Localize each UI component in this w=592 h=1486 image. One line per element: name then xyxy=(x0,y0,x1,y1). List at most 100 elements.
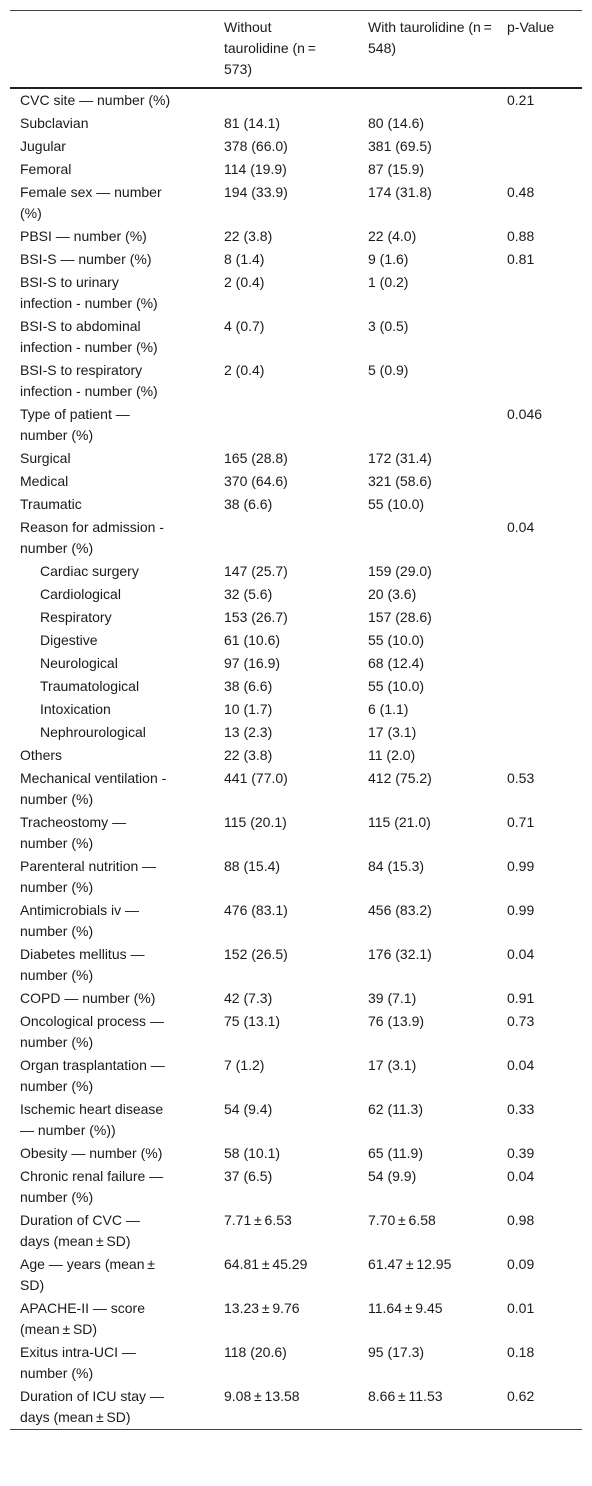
table-cell: 0.04 xyxy=(507,1168,535,1184)
table-row: Cardiological 32 (5.6) 20 (3.6) xyxy=(10,583,582,606)
table-cell xyxy=(507,606,582,629)
table-cell: 61.47 ± 12.95 xyxy=(368,1256,452,1272)
table-row: Intoxication 10 (1.7) 6 (1.1) xyxy=(10,698,582,721)
table-row: Neurological 97 (16.9) 68 (12.4) xyxy=(10,652,582,675)
row-label: Age — years (mean ± SD) xyxy=(20,1256,158,1293)
table-cell: 0.046 xyxy=(507,406,543,422)
table-cell: 54 (9.4) xyxy=(224,1101,273,1117)
table-cell: 55 (10.0) xyxy=(368,678,425,694)
table-cell xyxy=(507,470,582,493)
table-body: CVC site — number (%) 0.21 Subclavian 81 (1… xyxy=(10,88,582,1430)
header-cell: Without taurolidine (n = 573) xyxy=(224,19,319,77)
row-label: Cardiac surgery xyxy=(40,563,139,579)
table-cell xyxy=(224,403,368,447)
table-row: Diabetes mellitus — number (%) 152 (26.5)… xyxy=(10,943,582,987)
table-row: Traumatic 38 (6.6) 55 (10.0) xyxy=(10,493,582,516)
table-cell: 7 (1.2) xyxy=(224,1057,265,1073)
table-cell: 0.09 xyxy=(507,1256,535,1272)
row-label: Parenteral nutrition — number (%) xyxy=(20,858,157,895)
table-cell xyxy=(507,721,582,744)
table-cell: 194 (33.9) xyxy=(224,184,288,200)
table-row: Type of patient — number (%) 0.046 xyxy=(10,403,582,447)
table-row: Subclavian 81 (14.1) 80 (14.6) xyxy=(10,112,582,135)
table-cell: 38 (6.6) xyxy=(224,496,273,512)
table-row: Obesity — number (%) 58 (10.1) 65 (11.9) 0.… xyxy=(10,1142,582,1165)
header-row: Without taurolidine (n = 573) With tauro… xyxy=(10,10,582,89)
table-cell xyxy=(507,560,582,583)
row-label: Ischemic heart disease — number (%)) xyxy=(20,1101,164,1138)
table-cell: 9.08 ± 13.58 xyxy=(224,1388,300,1404)
row-label: Reason for admission - number (%) xyxy=(20,519,164,556)
table-row: Others 22 (3.8) 11 (2.0) xyxy=(10,744,582,767)
table-cell xyxy=(368,88,507,112)
table-cell: 62 (11.3) xyxy=(368,1101,423,1117)
table-cell: 115 (20.1) xyxy=(224,814,287,830)
row-label: Others xyxy=(20,747,63,763)
table-container: Without taurolidine (n = 573) With tauro… xyxy=(10,10,582,1430)
row-label: Duration of ICU stay — days (mean ± SD) xyxy=(20,1388,164,1425)
table-row: Nephrourological 13 (2.3) 17 (3.1) xyxy=(10,721,582,744)
table-cell: 65 (11.9) xyxy=(368,1145,423,1161)
row-label: Oncological process — number (%) xyxy=(20,1013,164,1050)
table-row: Mechanical ventilation - number (%) 441 (… xyxy=(10,767,582,811)
row-label: Cardiological xyxy=(40,586,121,602)
row-label: Exitus intra-UCI — number (%) xyxy=(20,1344,136,1381)
table-cell: 0.99 xyxy=(507,858,535,874)
table-cell: 0.04 xyxy=(507,946,535,962)
row-label: Respiratory xyxy=(40,609,112,625)
row-label: Jugular xyxy=(20,138,66,154)
table-cell: 378 (66.0) xyxy=(224,138,288,154)
table-cell: 37 (6.5) xyxy=(224,1168,273,1184)
table-row: Duration of CVC — days (mean ± SD) 7.71 ±… xyxy=(10,1209,582,1253)
table-cell xyxy=(507,135,582,158)
table-cell xyxy=(224,88,368,112)
table-cell: 381 (69.5) xyxy=(368,138,432,154)
row-label: APACHE-II — score (mean ± SD) xyxy=(20,1300,145,1337)
table-cell: 0.81 xyxy=(507,251,535,267)
row-label: Type of patient — number (%) xyxy=(20,406,130,443)
table-cell: 0.99 xyxy=(507,902,535,918)
row-label: Neurological xyxy=(40,655,118,671)
row-label: BSI-S — number (%) xyxy=(20,251,152,267)
table-cell: 13.23 ± 9.76 xyxy=(224,1300,300,1316)
table-cell xyxy=(507,629,582,652)
table-cell: 0.33 xyxy=(507,1101,535,1117)
row-label: Medical xyxy=(20,473,69,489)
table-cell: 61 (10.6) xyxy=(224,632,281,648)
table-cell: 0.04 xyxy=(507,1057,535,1073)
table-row: Female sex — number (%) 194 (33.9) 174 (31… xyxy=(10,181,582,225)
table-cell: 5 (0.9) xyxy=(368,362,409,378)
table-cell: 115 (21.0) xyxy=(368,814,431,830)
table-cell: 20 (3.6) xyxy=(368,586,417,602)
table-cell: 6 (1.1) xyxy=(368,701,409,717)
table-cell: 76 (13.9) xyxy=(368,1013,425,1029)
table-cell: 7.71 ± 6.53 xyxy=(224,1212,292,1228)
row-label: Subclavian xyxy=(20,115,89,131)
table-cell: 1 (0.2) xyxy=(368,274,409,290)
table-cell: 456 (83.2) xyxy=(368,902,432,918)
table-cell xyxy=(507,493,582,516)
table-cell: 54 (9.9) xyxy=(368,1168,417,1184)
row-label: Antimicrobials iv — number (%) xyxy=(20,902,140,939)
table-cell: 157 (28.6) xyxy=(368,609,432,625)
table-cell: 42 (7.3) xyxy=(224,990,273,1006)
table-cell: 0.04 xyxy=(507,519,535,535)
table-cell: 0.21 xyxy=(507,92,535,108)
table-cell: 118 (20.6) xyxy=(224,1344,287,1360)
table-cell: 17 (3.1) xyxy=(368,724,417,740)
header-cell xyxy=(10,11,224,89)
table-row: Chronic renal failure — number (%) 37 (6.… xyxy=(10,1165,582,1209)
table-cell: 0.88 xyxy=(507,228,535,244)
table-row: Tracheostomy — number (%) 115 (20.1) 115 (… xyxy=(10,811,582,855)
table-cell xyxy=(507,112,582,135)
table-cell: 81 (14.1) xyxy=(224,115,281,131)
table-cell: 64.81 ± 45.29 xyxy=(224,1256,308,1272)
table-cell: 88 (15.4) xyxy=(224,858,281,874)
table-cell: 476 (83.1) xyxy=(224,902,288,918)
table-cell: 68 (12.4) xyxy=(368,655,425,671)
table-row: Jugular 378 (66.0) 381 (69.5) xyxy=(10,135,582,158)
table-cell: 95 (17.3) xyxy=(368,1344,425,1360)
table-cell: 0.39 xyxy=(507,1145,535,1161)
table-cell: 9 (1.6) xyxy=(368,251,409,267)
table-row: PBSI — number (%) 22 (3.8) 22 (4.0) 0.88 xyxy=(10,225,582,248)
